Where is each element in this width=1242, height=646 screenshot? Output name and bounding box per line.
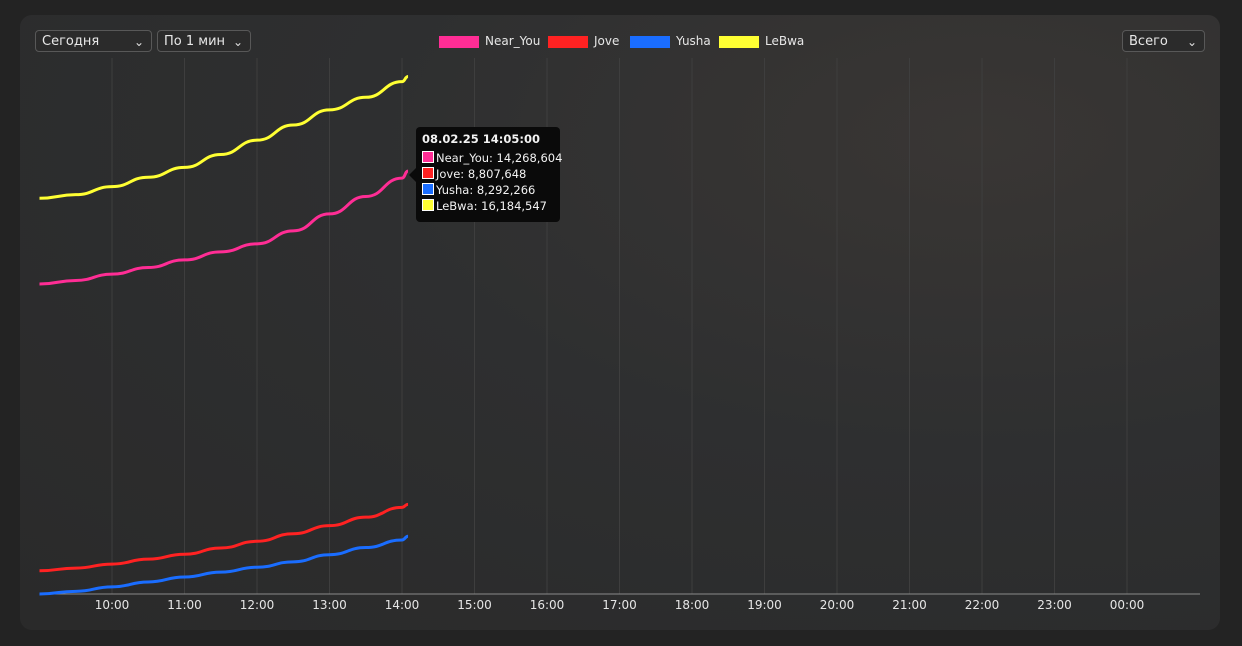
legend-label: Near_You [485,34,541,48]
chevron-down-icon: ⌄ [232,35,243,49]
legend-item-near-you[interactable]: Near_You [439,34,540,48]
chevron-down-icon: ⌄ [1186,35,1197,49]
x-tick-label: 18:00 [675,598,710,612]
series-line-yusha[interactable] [39,534,409,596]
x-tick-label: 14:00 [385,598,420,612]
x-tick-label: 11:00 [167,598,202,612]
tooltip-row: Jove: 8,807,648 [422,166,554,182]
tooltip: 08.02.25 14:05:00 Near_You: 14,268,604 J… [416,127,562,222]
tooltip-arrow [409,168,416,182]
mode-select-value: Всего [1129,34,1168,49]
tooltip-row-label: Jove: 8,807,648 [436,167,527,181]
x-tick-label: 23:00 [1037,598,1072,612]
x-tick-label: 13:00 [312,598,347,612]
x-tick-label: 19:00 [747,598,782,612]
x-tick-label: 21:00 [892,598,927,612]
x-tick-label: 20:00 [820,598,855,612]
legend-label: Yusha [676,34,711,48]
interval-select[interactable]: По 1 мин ⌄ [157,30,251,52]
chevron-down-icon: ⌄ [133,35,144,49]
legend-item-jove[interactable]: Jove [548,34,619,48]
x-tick-label: 22:00 [965,598,1000,612]
x-tick-label: 15:00 [457,598,492,612]
legend-item-yusha[interactable]: Yusha [630,34,711,48]
range-select-value: Сегодня [42,34,100,49]
tooltip-swatch [422,183,434,195]
legend-swatch [630,35,670,48]
legend-swatch [548,35,588,48]
x-tick-label: 12:00 [240,598,275,612]
x-tick-label: 17:00 [602,598,637,612]
tooltip-row: Yusha: 8,292,266 [422,182,554,198]
tooltip-row-label: Yusha: 8,292,266 [436,183,536,197]
series-line-jove[interactable] [39,502,409,573]
tooltip-title: 08.02.25 14:05:00 [422,132,540,146]
mode-select[interactable]: Всего ⌄ [1122,30,1205,52]
tooltip-row-label: LeBwa: 16,184,547 [436,199,547,213]
tooltip-row: LeBwa: 16,184,547 [422,198,554,214]
x-tick-label: 00:00 [1110,598,1145,612]
x-tick-label: 10:00 [95,598,130,612]
tooltip-swatch [422,167,434,179]
legend-item-lebwa[interactable]: LeBwa [719,34,804,48]
series-line-lebwa[interactable] [39,75,409,200]
tooltip-row-label: Near_You: 14,268,604 [436,151,563,165]
tooltip-swatch [422,199,434,211]
legend-label: Jove [594,34,620,48]
tooltip-swatch [422,151,434,163]
tooltip-row: Near_You: 14,268,604 [422,150,562,166]
x-tick-label: 16:00 [530,598,565,612]
series-line-near-you[interactable] [39,169,409,286]
interval-select-value: По 1 мин [164,34,226,49]
legend-swatch [719,35,759,48]
range-select[interactable]: Сегодня ⌄ [35,30,152,52]
legend-label: LeBwa [765,34,805,48]
legend-swatch [439,35,479,48]
